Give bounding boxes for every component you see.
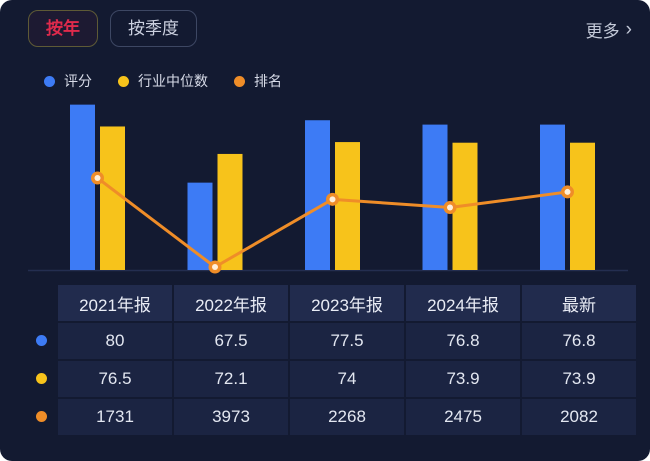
legend-item-score[interactable]: 评分 xyxy=(44,71,92,91)
series-dot-industry-median-icon xyxy=(35,373,47,384)
table-row-industry-median: 76.5 72.1 74 73.9 73.9 xyxy=(26,361,636,397)
rank-marker-center-icon xyxy=(447,204,453,211)
bar-median-最新[interactable] xyxy=(570,142,595,270)
period-tabs: 按年 按季度 xyxy=(28,10,197,47)
cell-median-2022: 72.1 xyxy=(174,361,288,397)
bar-score-2024年报[interactable] xyxy=(422,124,448,270)
col-header-2022: 2022年报 xyxy=(174,285,288,321)
cell-rank-2023: 2268 xyxy=(290,399,404,435)
legend-item-industry-median[interactable]: 行业中位数 xyxy=(118,71,208,91)
bar-median-2023年报[interactable] xyxy=(335,142,360,270)
row-marker-cell xyxy=(26,399,56,435)
bar-score-最新[interactable] xyxy=(540,124,565,270)
col-header-2024: 2024年报 xyxy=(406,285,520,321)
col-header-2023: 2023年报 xyxy=(290,285,404,321)
cell-median-2024: 73.9 xyxy=(406,361,520,397)
row-marker-cell xyxy=(26,323,56,359)
cell-rank-2021: 1731 xyxy=(58,399,172,435)
cell-score-2023: 77.5 xyxy=(290,323,404,359)
cell-median-2023: 74 xyxy=(290,361,404,397)
legend-dot-score-icon xyxy=(44,75,55,87)
rank-marker-center-icon xyxy=(564,188,571,195)
tab-by-quarter[interactable]: 按季度 xyxy=(110,10,197,47)
row-marker-cell xyxy=(26,361,56,397)
cell-score-2022: 67.5 xyxy=(174,323,288,359)
bar-score-2023年报[interactable] xyxy=(305,120,330,271)
rank-marker-center-icon xyxy=(329,196,336,203)
bar-score-2021年报[interactable] xyxy=(70,104,95,270)
cell-rank-2022: 3973 xyxy=(174,399,288,435)
table-header-row: 2021年报 2022年报 2023年报 2024年报 最新 xyxy=(26,285,636,321)
chart-legend: 评分 行业中位数 排名 xyxy=(44,71,282,91)
table-corner-cell xyxy=(26,285,56,321)
more-link[interactable]: 更多 › xyxy=(586,17,632,42)
combo-chart xyxy=(28,104,628,274)
table-row-rank: 1731 3973 2268 2475 2082 xyxy=(26,399,636,435)
cell-rank-latest: 2082 xyxy=(522,399,636,435)
rank-marker-center-icon xyxy=(212,264,218,271)
col-header-2021: 2021年报 xyxy=(58,285,172,321)
col-header-latest: 最新 xyxy=(522,285,636,321)
more-label: 更多 xyxy=(585,22,620,41)
legend-dot-rank-icon xyxy=(234,75,245,87)
tab-by-year[interactable]: 按年 xyxy=(28,10,98,47)
legend-label-rank: 排名 xyxy=(254,73,282,89)
cell-median-latest: 73.9 xyxy=(522,361,636,397)
table-row-score: 80 67.5 77.5 76.8 76.8 xyxy=(26,323,636,359)
bar-median-2021年报[interactable] xyxy=(100,126,125,270)
legend-label-industry-median: 行业中位数 xyxy=(138,73,208,89)
cell-score-latest: 76.8 xyxy=(522,323,636,359)
bar-score-2022年报[interactable] xyxy=(187,182,213,270)
cell-score-2021: 80 xyxy=(58,323,172,359)
data-table: 2021年报 2022年报 2023年报 2024年报 最新 80 67.5 7… xyxy=(24,283,638,437)
legend-dot-industry-median-icon xyxy=(118,75,129,87)
cell-median-2021: 76.5 xyxy=(58,361,172,397)
cell-rank-2024: 2475 xyxy=(406,399,520,435)
chevron-right-icon: › xyxy=(625,19,632,40)
cell-score-2024: 76.8 xyxy=(406,323,520,359)
rank-marker-center-icon xyxy=(94,175,101,181)
series-dot-score-icon xyxy=(35,335,47,346)
bar-median-2022年报[interactable] xyxy=(217,153,243,270)
series-dot-rank-icon xyxy=(35,411,47,422)
legend-item-rank[interactable]: 排名 xyxy=(234,71,282,91)
rank-line xyxy=(96,176,568,269)
legend-label-score: 评分 xyxy=(64,73,92,89)
